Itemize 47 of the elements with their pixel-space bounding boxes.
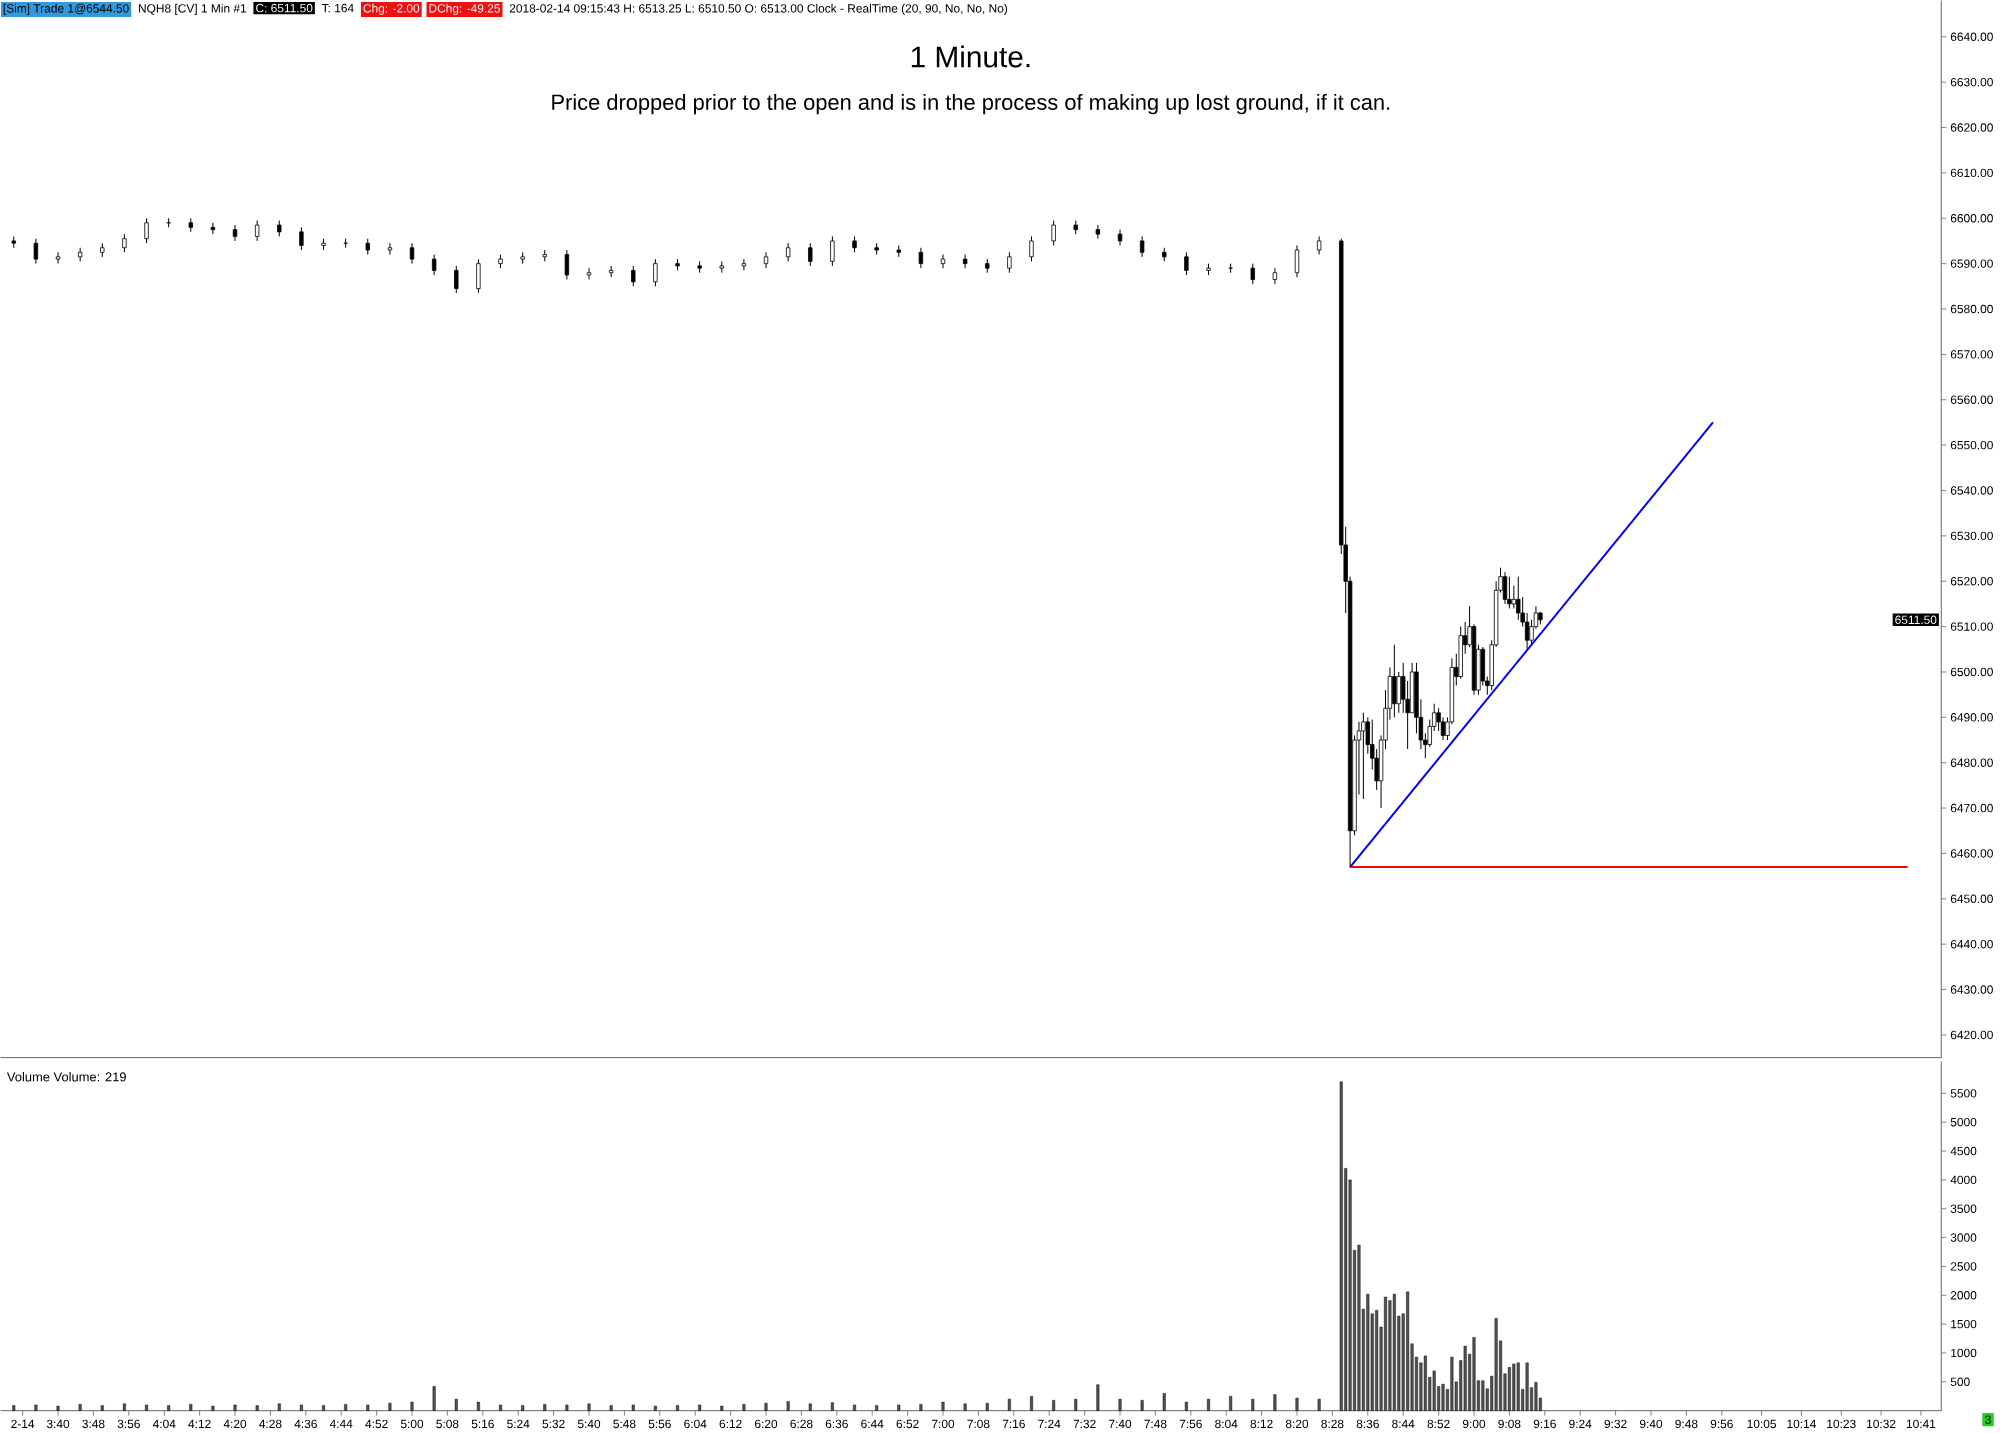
candlestick [55,251,61,264]
candlestick [1361,711,1366,800]
candlestick [210,221,216,235]
candlestick [409,242,415,264]
candlestick [454,265,459,294]
candlestick [763,251,769,269]
text: 1 Minute. [911,45,1030,68]
candlestick [1095,224,1101,239]
candlestick [1051,219,1056,246]
candlestick [299,226,304,251]
candlestick [608,265,614,278]
candlestick [1184,251,1189,276]
candlestick [1250,262,1255,285]
candlestick [1392,643,1397,718]
candlestick [785,242,791,262]
candlestick [741,258,747,271]
candlestick [918,246,924,269]
candlestick [254,219,260,242]
candlestick [1029,235,1034,262]
candlestick [631,265,636,287]
candlestick [476,258,481,294]
candlestick [1294,244,1300,278]
candlestick [1316,235,1322,255]
candlestick [808,242,813,267]
candlestick [564,249,570,280]
candlestick [431,253,437,276]
candlestick [1007,251,1012,273]
candlestick [962,253,968,269]
candlestick [1511,584,1517,609]
candlestick [1272,267,1278,285]
candlestick [940,253,946,269]
candlestick [830,235,835,267]
candlestick [144,217,149,244]
candlestick [1507,575,1512,609]
candlestick [653,258,658,287]
candlestick [1139,235,1145,257]
candlestick [387,242,393,255]
candlestick [586,267,592,280]
text: Price dropped prior to the open and is in the process of making up lost ground, if it can. [552,93,1390,114]
candlestick [1516,575,1521,620]
candlestick [122,233,127,253]
candlestick [1458,625,1463,679]
candlestick [232,224,238,242]
candlestick [1502,571,1508,605]
candlestick [1436,707,1441,732]
candlestick [33,237,39,264]
candlestick [1440,716,1446,741]
